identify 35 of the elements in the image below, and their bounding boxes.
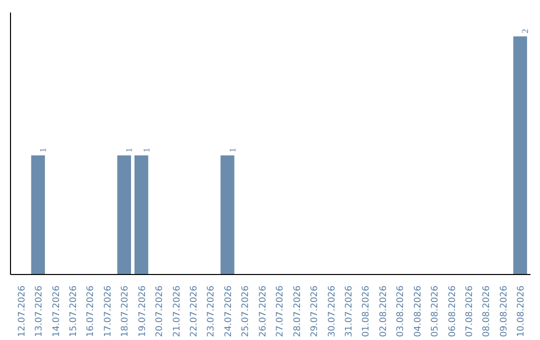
data-label: 2	[520, 28, 530, 34]
data-label: 1	[124, 148, 134, 152]
x-tick-label: 19.07.2026	[138, 285, 148, 338]
x-tick-label: 27.07.2026	[276, 285, 286, 338]
x-tick-label: 16.07.2026	[86, 285, 96, 338]
x-tick-label: 08.08.2026	[482, 285, 492, 338]
x-tick-label: 01.08.2026	[362, 285, 372, 338]
data-label: 1	[38, 148, 48, 152]
data-label: 1	[141, 148, 152, 152]
x-tick-label: 03.08.2026	[396, 285, 406, 338]
x-tick-label: 15.07.2026	[68, 285, 79, 338]
x-tick-label: 25.07.2026	[241, 285, 252, 338]
x-tick-label: 10.08.2026	[516, 285, 527, 338]
x-tick-label: 26.07.2026	[258, 285, 268, 338]
x-tick-label: 22.07.2026	[190, 285, 200, 338]
x-tick-label: 28.07.2026	[292, 285, 303, 338]
x-tick-label: 18.07.2026	[120, 285, 131, 338]
x-tick-label: 13.07.2026	[34, 285, 45, 338]
x-tick-label: 17.07.2026	[103, 285, 114, 338]
x-tick-label: 30.07.2026	[327, 285, 338, 338]
x-tick-label: 31.07.2026	[344, 285, 354, 338]
x-tick-label: 09.08.2026	[499, 285, 510, 338]
x-tick-label: 04.08.2026	[413, 285, 424, 338]
x-tick-label: 14.07.2026	[52, 285, 62, 338]
x-tick-label: 05.08.2026	[430, 285, 441, 338]
x-tick-label: 29.07.2026	[310, 285, 320, 338]
x-tick-label: 02.08.2026	[378, 285, 389, 338]
x-tick-label: 23.07.2026	[206, 285, 217, 338]
x-tick-label: 20.07.2026	[155, 285, 166, 338]
x-tick-label: 07.08.2026	[465, 285, 476, 338]
data-label: 1	[227, 148, 238, 152]
x-tick-label: 21.07.2026	[172, 285, 182, 338]
x-tick-label: 12.07.2026	[17, 285, 28, 338]
x-tick-label: 24.07.2026	[224, 285, 234, 338]
x-tick-label: 06.08.2026	[448, 285, 458, 338]
